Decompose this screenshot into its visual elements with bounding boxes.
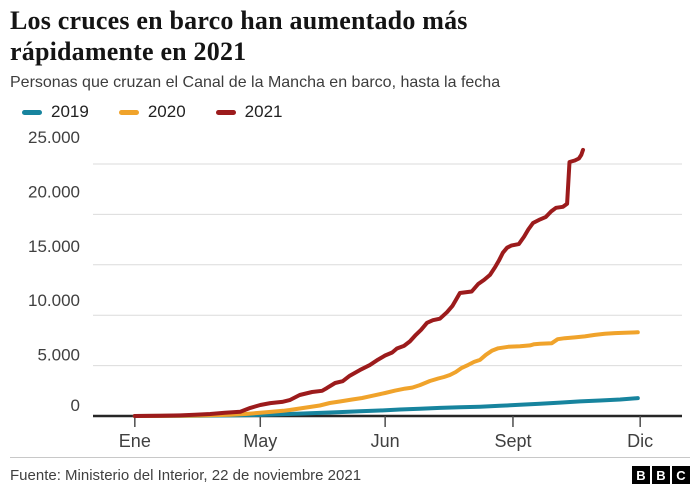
legend-label: 2019 xyxy=(51,102,89,122)
x-axis-label: Ene xyxy=(119,431,151,451)
legend-swatch xyxy=(215,109,236,115)
y-axis-label: 20.000 xyxy=(28,183,80,202)
legend-swatch xyxy=(118,109,139,115)
bbc-logo-block: B xyxy=(632,466,650,484)
y-axis-label: 25.000 xyxy=(28,128,80,147)
footer: Fuente: Ministerio del Interior, 22 de n… xyxy=(10,457,690,486)
bbc-logo-block: B xyxy=(652,466,670,484)
y-axis-label: 10.000 xyxy=(28,292,80,311)
legend-label: 2020 xyxy=(147,102,186,122)
x-axis-label: Jun xyxy=(371,431,400,451)
legend-swatch xyxy=(22,109,42,115)
line-chart: 0 5.000 10.000 15.000 20.000 25.000 Ene May Jun S… xyxy=(28,128,682,451)
bbc-logo-block: C xyxy=(672,466,690,484)
series-line-2020 xyxy=(132,330,640,419)
chart-area: 0 5.000 10.000 15.000 20.000 25.000 Ene May Jun S… xyxy=(10,127,690,464)
chart-legend: 2019 2020 2021 xyxy=(22,101,690,123)
legend-item-2021: 2021 xyxy=(215,102,283,122)
y-axis-label: 0 xyxy=(71,396,80,415)
y-axis-label: 15.000 xyxy=(28,237,80,256)
legend-label: 2021 xyxy=(244,102,283,122)
legend-item-2020: 2020 xyxy=(118,102,186,122)
legend-item-2019: 2019 xyxy=(22,102,89,122)
series-line-2021 xyxy=(132,148,585,419)
chart-title: Los cruces en barco han aumentado más rá… xyxy=(10,6,468,66)
source-note: Fuente: Ministerio del Interior, 22 de n… xyxy=(10,466,362,484)
x-axis-label: May xyxy=(243,431,277,451)
series-line-2019 xyxy=(132,396,640,419)
bbc-logo: B B C xyxy=(632,466,690,484)
chart-subtitle: Personas que cruzan el Canal de la Manch… xyxy=(10,74,501,92)
x-axis-label: Dic xyxy=(627,431,653,451)
x-axis-label: Sept xyxy=(494,431,531,451)
y-axis-label: 5.000 xyxy=(37,346,80,365)
